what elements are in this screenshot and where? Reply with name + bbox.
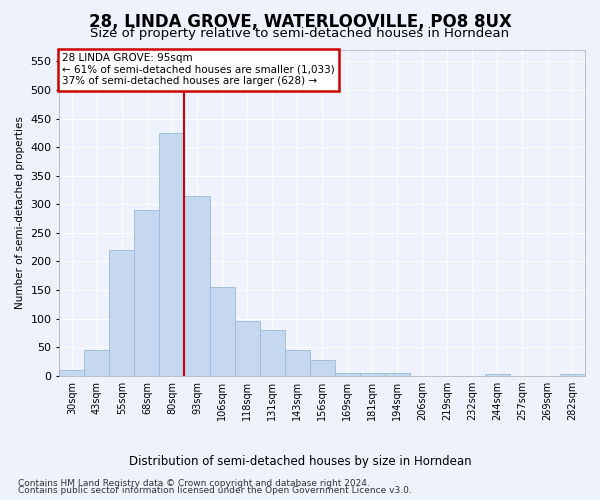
Bar [85, 350, 109, 376]
Bar [209, 287, 235, 376]
Bar [310, 360, 335, 376]
Bar [134, 210, 160, 376]
Bar [59, 370, 85, 376]
Bar [335, 373, 360, 376]
Bar [385, 373, 410, 376]
Text: 28, LINDA GROVE, WATERLOOVILLE, PO8 8UX: 28, LINDA GROVE, WATERLOOVILLE, PO8 8UX [89, 12, 511, 30]
Text: Contains public sector information licensed under the Open Government Licence v3: Contains public sector information licen… [18, 486, 412, 495]
Text: Distribution of semi-detached houses by size in Horndean: Distribution of semi-detached houses by … [128, 455, 472, 468]
Bar [160, 133, 184, 376]
Bar [260, 330, 284, 376]
Bar [360, 373, 385, 376]
Bar [109, 250, 134, 376]
Bar [235, 322, 260, 376]
Bar [485, 374, 510, 376]
Y-axis label: Number of semi-detached properties: Number of semi-detached properties [15, 116, 25, 310]
Bar [560, 374, 585, 376]
Text: 28 LINDA GROVE: 95sqm
← 61% of semi-detached houses are smaller (1,033)
37% of s: 28 LINDA GROVE: 95sqm ← 61% of semi-deta… [62, 54, 335, 86]
Text: Contains HM Land Registry data © Crown copyright and database right 2024.: Contains HM Land Registry data © Crown c… [18, 478, 370, 488]
Text: Size of property relative to semi-detached houses in Horndean: Size of property relative to semi-detach… [91, 28, 509, 40]
Bar [284, 350, 310, 376]
Bar [184, 196, 209, 376]
